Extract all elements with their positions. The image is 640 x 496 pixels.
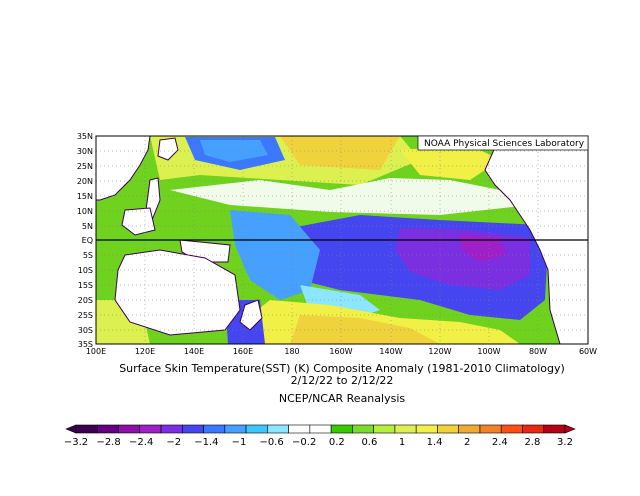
colorbar-tick-label: −0.2 — [292, 437, 316, 448]
longitude-labels: 100E 120E 140E 160E 180 160W 140W 120W 1… — [86, 347, 597, 356]
lon-label: 120W — [428, 347, 451, 356]
colorbar-swatch — [288, 424, 311, 434]
lon-label: 160E — [233, 347, 253, 356]
colorbar-swatch — [415, 424, 438, 434]
map-frame — [95, 135, 589, 345]
colorbar-swatch — [522, 424, 545, 434]
lat-label: 30S — [78, 326, 93, 335]
colorbar-tick-label: −0.6 — [259, 437, 283, 448]
colorbar-swatch — [118, 424, 141, 434]
lon-label: 100W — [477, 347, 500, 356]
credit-box — [417, 135, 589, 151]
colorbar-tick-label: 0.6 — [361, 437, 377, 448]
credit-label: NOAA Physical Sciences Laboratory — [424, 139, 585, 149]
la-nina-strongest — [460, 235, 505, 262]
colorbar-swatch — [203, 424, 226, 434]
colorbar-boxes — [65, 424, 576, 434]
lat-label: 15S — [78, 281, 93, 290]
colorbar: −3.2 −2.8 −2.4 −2 −1.4 −1 −0.6 −0.2 0.2 0.6 1 1.4 2 2… — [64, 424, 576, 448]
colorbar-tick-label: 1 — [399, 437, 405, 448]
lat-label: 35S — [78, 340, 93, 349]
lon-label: 160W — [329, 347, 352, 356]
colorbar-swatch — [373, 424, 396, 434]
colorbar-swatch — [479, 424, 502, 434]
colorbar-swatch — [224, 424, 247, 434]
colorbar-swatch — [352, 424, 374, 434]
colorbar-tick-label: −1 — [232, 437, 247, 448]
lat-label: 10N — [77, 207, 93, 216]
lat-label: 25N — [77, 162, 93, 171]
neutral-band-north — [170, 178, 530, 215]
colorbar-tick-label: 3.2 — [557, 437, 573, 448]
japan-landmass — [157, 137, 179, 161]
latitude-labels: 35N 30N 25N 20N 15N 10N 5N EQ 5S 10S 15S… — [77, 132, 93, 349]
colorbar-swatch — [330, 424, 353, 434]
lat-label: 5N — [82, 222, 93, 231]
colorbar-swatch — [543, 424, 566, 434]
colorbar-tick-label: −2.4 — [129, 437, 153, 448]
colorbar-tick-label: −3.2 — [64, 437, 88, 448]
colorbar-tick-label: 2.8 — [524, 437, 540, 448]
colorbar-swatch — [75, 424, 98, 434]
caption-source: NCEP/NCAR Reanalysis — [279, 392, 405, 405]
colorbar-swatch — [267, 424, 289, 434]
caption-date-range: 2/12/22 to 2/12/22 — [291, 374, 394, 387]
new-zealand-landmass — [239, 299, 263, 331]
lat-label: EQ — [82, 236, 93, 245]
lon-label: 100E — [86, 347, 106, 356]
colorbar-swatch — [96, 424, 119, 434]
colorbar-swatch — [139, 424, 162, 434]
caption-title: Surface Skin Temperature(SST) (K) Compos… — [119, 362, 565, 375]
lat-label: 5S — [83, 251, 93, 260]
colorbar-swatch — [500, 424, 523, 434]
colorbar-swatch — [160, 424, 183, 434]
anomaly-field — [96, 136, 588, 344]
northwest-pacific-cool — [200, 140, 268, 162]
colorbar-labels: −3.2 −2.8 −2.4 −2 −1.4 −1 −0.6 −0.2 0.2 0.6 1 1.4 2 2… — [64, 437, 573, 448]
lat-label: 25S — [78, 311, 93, 320]
south-pacific-warm-core — [290, 315, 440, 344]
northeast-pacific-warm — [400, 145, 500, 180]
lat-label: 20S — [78, 296, 93, 305]
australia-landmass — [114, 249, 241, 336]
colorbar-tick-label: 2 — [464, 437, 470, 448]
cold-tongue-edge — [230, 210, 320, 300]
lon-label: 120E — [135, 347, 155, 356]
colorbar-tick-label: 0.2 — [329, 437, 345, 448]
lon-label: 140W — [379, 347, 402, 356]
lon-label: 60W — [579, 347, 597, 356]
lon-label: 180 — [284, 347, 299, 356]
lat-label: 35N — [77, 132, 93, 141]
colorbar-swatch — [245, 424, 268, 434]
colorbar-swatch — [458, 424, 481, 434]
colorbar-tick-label: 1.4 — [427, 437, 443, 448]
colorbar-arrow-left — [65, 424, 77, 434]
lon-label: 140E — [184, 347, 204, 356]
colorbar-tick-label: −2 — [166, 437, 181, 448]
lon-label: 80W — [529, 347, 547, 356]
colorbar-swatch — [437, 424, 459, 434]
colorbar-arrow-right — [564, 424, 576, 434]
kuroshio-warm — [280, 136, 400, 170]
lat-label: 30N — [77, 147, 93, 156]
colorbar-swatch — [394, 424, 417, 434]
lat-label: 10S — [78, 266, 93, 275]
map-panel: NOAA Physical Sciences Laboratory — [95, 135, 589, 345]
colorbar-swatch — [182, 424, 204, 434]
colorbar-swatch — [309, 424, 332, 434]
lat-label: 15N — [77, 192, 93, 201]
colorbar-tick-label: 2.4 — [492, 437, 508, 448]
colorbar-tick-label: −2.8 — [96, 437, 120, 448]
caption: Surface Skin Temperature(SST) (K) Compos… — [119, 362, 565, 405]
colorbar-tick-label: −1.4 — [194, 437, 218, 448]
asia-landmass — [96, 136, 151, 201]
lat-label: 20N — [77, 177, 93, 186]
